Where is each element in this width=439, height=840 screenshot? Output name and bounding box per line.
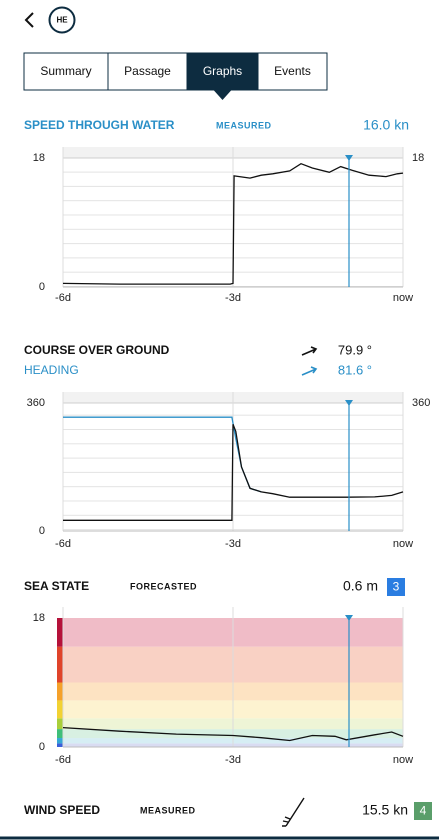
y-tick-label: 18 <box>33 612 45 624</box>
wind-icon <box>282 797 305 827</box>
tab-label[interactable]: Graphs <box>203 64 242 78</box>
sea-state-strip <box>57 682 63 701</box>
cursor-head <box>345 155 353 161</box>
level-badge-text: 3 <box>393 580 400 594</box>
section-title: WIND SPEED <box>24 803 100 817</box>
tab[interactable] <box>257 52 328 91</box>
legend-reading: 81.6 ° <box>338 362 372 377</box>
x-tick-label: -6d <box>55 292 71 304</box>
sea-state-strip <box>57 729 63 739</box>
x-tick-label: -6d <box>55 754 71 766</box>
section-reading: 15.5 kn <box>362 802 408 818</box>
section-subtitle: MEASURED <box>216 120 272 130</box>
tab[interactable] <box>23 52 109 91</box>
sea-state-strip <box>57 700 63 719</box>
x-tick-label: -6d <box>55 538 71 550</box>
x-tick-label: -3d <box>225 754 241 766</box>
y2-tick-label: 18 <box>412 152 424 164</box>
x-tick-label: -3d <box>225 292 241 304</box>
direction-arrow <box>301 366 318 376</box>
x-tick-label: -3d <box>225 538 241 550</box>
level-badge-text: 4 <box>420 804 427 818</box>
tab-label[interactable]: Passage <box>124 64 171 78</box>
cursor-head <box>345 615 353 621</box>
y2-tick-label: 360 <box>412 397 430 409</box>
section-title: SEA STATE <box>24 579 89 593</box>
sea-state-strip <box>57 738 63 744</box>
legend-name: COURSE OVER GROUND <box>24 343 170 357</box>
x-tick-label: now <box>393 538 413 550</box>
y-tick-label: 360 <box>27 397 45 409</box>
section-reading: 0.6 m <box>343 578 378 594</box>
section-subtitle: MEASURED <box>140 805 196 815</box>
direction-arrow <box>301 346 318 356</box>
sea-state-strip <box>57 743 63 747</box>
section-title: SPEED THROUGH WATER <box>24 118 175 132</box>
tab-label[interactable]: Summary <box>40 64 91 78</box>
vessel-badge-text: HE <box>56 16 68 25</box>
level-badge <box>414 802 432 820</box>
level-badge <box>387 578 405 596</box>
tab[interactable] <box>107 52 188 91</box>
y-tick-label: 0 <box>39 741 45 753</box>
vessel-badge[interactable] <box>48 6 76 34</box>
charts: SPEED THROUGH WATER MEASURED 16.0 kn 0 18 18 -… <box>24 117 432 827</box>
y-tick-label: 0 <box>39 525 45 537</box>
series-line <box>62 162 404 285</box>
tab-pointer <box>213 90 232 100</box>
tab-label[interactable]: Events <box>274 64 311 78</box>
sea-state-strip <box>57 618 63 647</box>
sea-state-strip <box>57 646 63 683</box>
cursor-head <box>345 400 353 406</box>
y-tick-label: 18 <box>33 152 45 164</box>
back-button[interactable] <box>24 12 34 28</box>
legend-reading: 79.9 ° <box>338 342 372 357</box>
series-line <box>62 726 404 742</box>
x-tick-label: now <box>393 754 413 766</box>
sea-state-strip <box>57 718 63 730</box>
series-line <box>63 424 404 521</box>
x-tick-label: now <box>393 292 413 304</box>
section-subtitle: FORECASTED <box>130 581 197 591</box>
legend-name: HEADING <box>24 363 79 377</box>
section-reading: 16.0 kn <box>363 117 409 133</box>
y-tick-label: 0 <box>39 281 45 293</box>
